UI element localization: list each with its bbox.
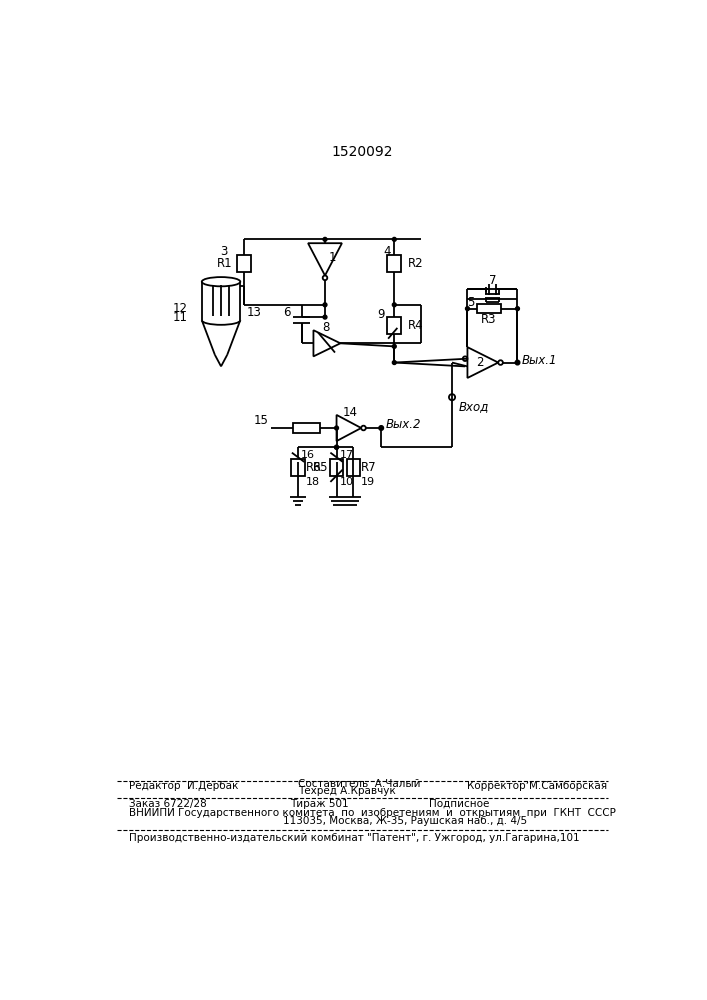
Text: 16: 16: [301, 450, 315, 460]
Circle shape: [515, 360, 520, 365]
Circle shape: [392, 361, 396, 364]
Circle shape: [323, 315, 327, 319]
Text: 8: 8: [322, 321, 330, 334]
Text: Вых.1: Вых.1: [521, 354, 557, 367]
Circle shape: [392, 237, 396, 241]
Bar: [238, 255, 251, 272]
Circle shape: [465, 307, 469, 311]
Text: Редактор  И.Дербак: Редактор И.Дербак: [129, 781, 238, 791]
Bar: [477, 304, 501, 313]
Text: R6: R6: [305, 461, 322, 474]
Text: 12: 12: [173, 302, 188, 315]
Circle shape: [334, 445, 339, 449]
Bar: [291, 459, 305, 476]
Text: 113035, Москва, Ж-35, Раушская наб., д. 4/5: 113035, Москва, Ж-35, Раушская наб., д. …: [283, 816, 527, 826]
Text: 18: 18: [305, 477, 320, 487]
Circle shape: [392, 344, 396, 348]
Bar: [329, 459, 344, 476]
Bar: [346, 459, 361, 476]
Text: 15: 15: [254, 414, 269, 427]
Text: R1: R1: [217, 257, 233, 270]
Text: Подписное: Подписное: [429, 799, 489, 809]
Text: 11: 11: [173, 311, 188, 324]
Text: R2: R2: [407, 257, 423, 270]
Circle shape: [323, 237, 327, 241]
Circle shape: [323, 303, 327, 307]
Text: Вых.2: Вых.2: [386, 418, 421, 431]
Text: Заказ 6722/28: Заказ 6722/28: [129, 799, 206, 809]
Text: 17: 17: [339, 450, 354, 460]
Circle shape: [392, 303, 396, 307]
Text: 4: 4: [383, 245, 390, 258]
Bar: [387, 317, 402, 334]
Text: ВНИИПИ Государственного комитета  по  изобретениям  и  открытиям  при  ГКНТ  ССС: ВНИИПИ Государственного комитета по изоб…: [129, 808, 616, 818]
Text: 7: 7: [489, 274, 496, 287]
Text: 14: 14: [343, 406, 358, 419]
Circle shape: [379, 426, 383, 430]
Text: Вход: Вход: [458, 400, 489, 413]
Text: 1: 1: [329, 251, 337, 264]
Text: Техред А.Кравчук: Техред А.Кравчук: [298, 786, 396, 796]
Text: 2: 2: [476, 356, 484, 369]
Text: 19: 19: [361, 477, 375, 487]
Text: R7: R7: [361, 461, 377, 474]
Text: 13: 13: [247, 306, 262, 319]
Text: 10: 10: [339, 477, 354, 487]
Text: Производственно-издательский комбинат "Патент", г. Ужгород, ул.Гагарина,101: Производственно-издательский комбинат "П…: [129, 833, 579, 843]
Text: 9: 9: [378, 308, 385, 321]
Text: Тираж 501: Тираж 501: [291, 799, 349, 809]
Text: R3: R3: [481, 313, 497, 326]
Circle shape: [515, 307, 520, 311]
Text: R4: R4: [407, 319, 423, 332]
Text: R5: R5: [312, 461, 328, 474]
Bar: [387, 255, 402, 272]
Circle shape: [334, 426, 339, 430]
Text: 5: 5: [467, 296, 474, 309]
Circle shape: [334, 445, 339, 449]
Text: КорректорʼМ.Самборская: КорректорʼМ.Самборская: [467, 781, 607, 791]
Text: 1520092: 1520092: [331, 145, 392, 159]
Text: 6: 6: [284, 306, 291, 319]
Text: Составитель  А.Чалый: Составитель А.Чалый: [298, 779, 421, 789]
Text: 3: 3: [220, 245, 227, 258]
Bar: [293, 423, 320, 433]
